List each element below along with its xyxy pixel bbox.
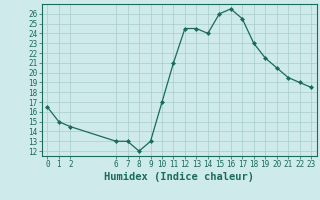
X-axis label: Humidex (Indice chaleur): Humidex (Indice chaleur) <box>104 172 254 182</box>
